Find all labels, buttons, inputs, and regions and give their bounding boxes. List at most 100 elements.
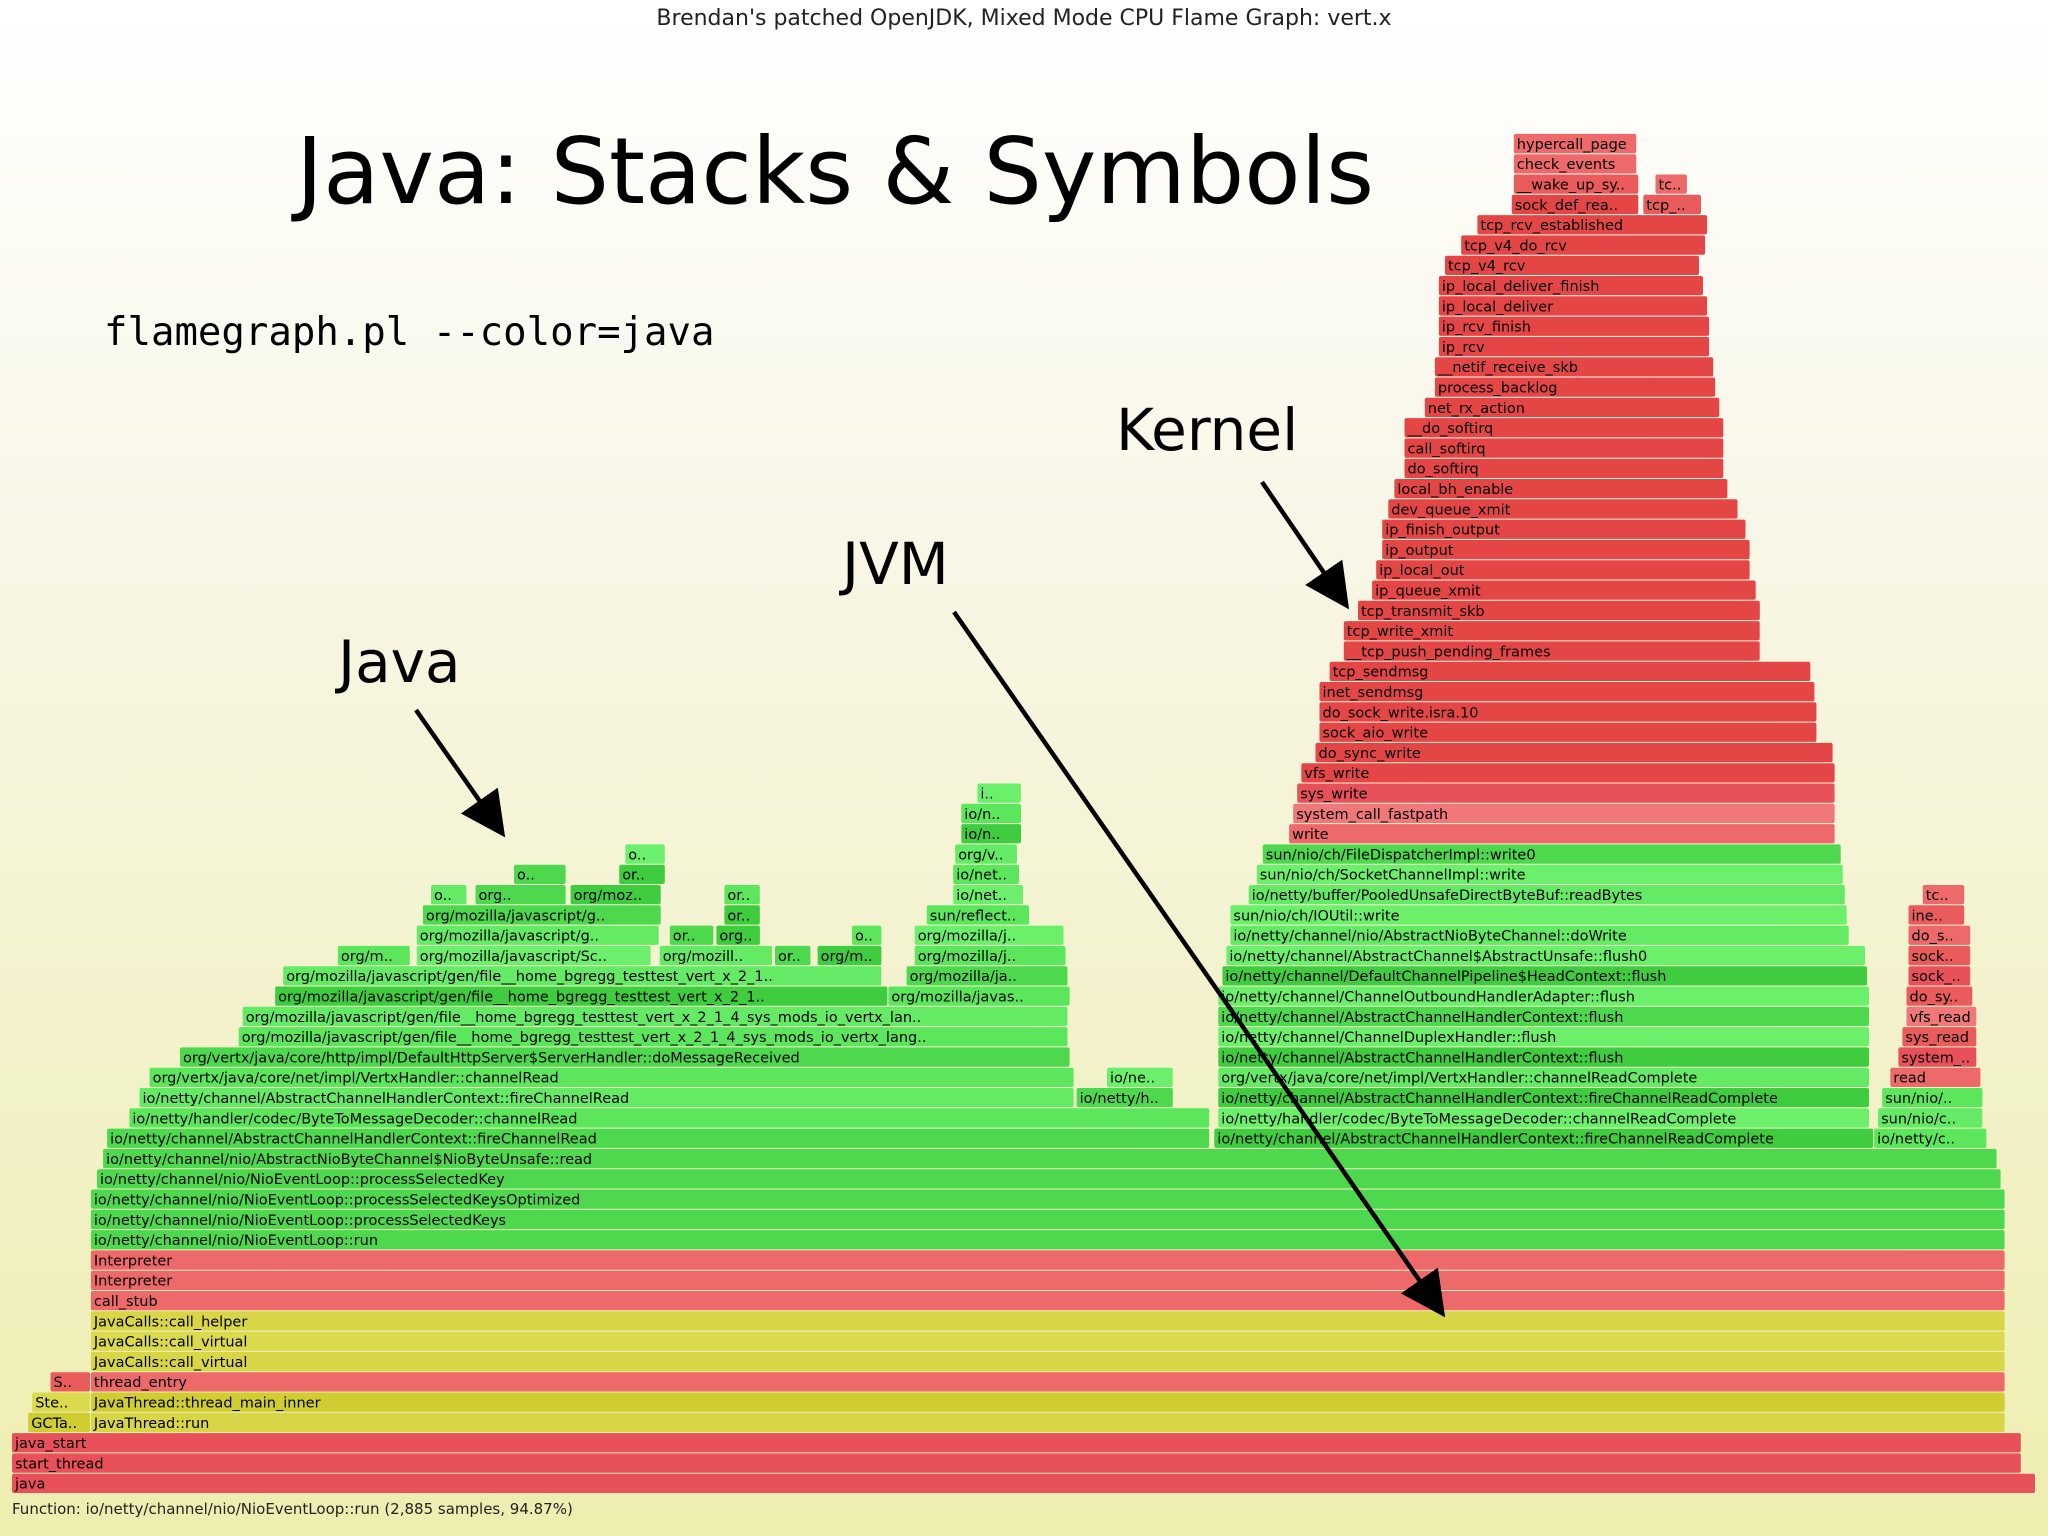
flame-frame-bar[interactable]: [90, 1311, 2005, 1331]
flame-frame-bar[interactable]: [1438, 296, 1708, 316]
flame-frame[interactable]: do_sy..: [1906, 986, 1973, 1006]
flame-frame-bar[interactable]: [12, 1453, 2021, 1473]
flame-frame-bar[interactable]: [1301, 763, 1835, 783]
flame-frame-bar[interactable]: [1643, 194, 1701, 215]
flame-frame[interactable]: tc..: [1922, 885, 1965, 905]
flame-frame[interactable]: ip_local_deliver_finish: [1438, 276, 1703, 296]
flame-frame[interactable]: vfs_write: [1301, 763, 1835, 783]
flame-frame-bar[interactable]: [1908, 945, 1971, 966]
flame-frame-bar[interactable]: [139, 1088, 1074, 1108]
flame-frame[interactable]: call_softirq: [1404, 438, 1724, 458]
flame-frame-bar[interactable]: [852, 925, 882, 945]
flame-frame[interactable]: org/mozill..: [659, 945, 772, 966]
flame-frame-bar[interactable]: [977, 783, 1021, 803]
flame-frame[interactable]: io/netty/channel/AbstractChannelHandlerC…: [107, 1128, 1210, 1148]
flame-frame-bar[interactable]: [659, 945, 772, 966]
flame-frame-bar[interactable]: [1376, 560, 1750, 580]
flame-frame-bar[interactable]: [961, 803, 1021, 824]
flame-frame-bar[interactable]: [1898, 1047, 1977, 1067]
flame-frame[interactable]: tc..: [1655, 174, 1687, 194]
flame-frame[interactable]: org/v..: [955, 844, 1017, 864]
flame-frame[interactable]: sun/reflect..: [926, 905, 1029, 925]
flame-frame[interactable]: io/netty/channel/AbstractChannelHandlerC…: [1218, 1088, 1869, 1108]
flame-frame-bar[interactable]: [1908, 966, 1971, 986]
flame-frame[interactable]: io/netty/handler/codec/ByteToMessageDeco…: [1218, 1108, 1869, 1128]
flame-frame-bar[interactable]: [1262, 844, 1841, 864]
flame-frame[interactable]: o..: [625, 844, 665, 864]
flame-frame[interactable]: ip_finish_output: [1382, 519, 1746, 539]
flame-frame-bar[interactable]: [1511, 194, 1639, 215]
flame-frame-bar[interactable]: [103, 1148, 1997, 1169]
flame-frame[interactable]: JavaCalls::call_virtual: [90, 1331, 2005, 1351]
flame-frame-bar[interactable]: [1461, 235, 1706, 255]
flame-frame-bar[interactable]: [1394, 479, 1728, 499]
flame-frame[interactable]: dev_queue_xmit: [1388, 499, 1738, 519]
flame-frame[interactable]: tcp_v4_rcv: [1445, 255, 1699, 275]
flame-frame[interactable]: sock_aio_write: [1319, 722, 1817, 742]
flame-frame-bar[interactable]: [1218, 1027, 1869, 1047]
flame-frame-bar[interactable]: [28, 1412, 90, 1433]
flame-frame[interactable]: check_events: [1513, 154, 1637, 174]
flame-frame-bar[interactable]: [416, 945, 651, 966]
flame-frame-bar[interactable]: [1908, 925, 1971, 945]
flame-frame-bar[interactable]: [50, 1372, 91, 1392]
flame-frame[interactable]: __netif_receive_skb: [1434, 357, 1714, 377]
flame-frame[interactable]: io/n..: [961, 824, 1021, 844]
flame-frame[interactable]: read: [1890, 1067, 1981, 1087]
flame-frame-bar[interactable]: [1404, 418, 1724, 438]
flame-frame[interactable]: io/netty/channel/nio/AbstractNioByteChan…: [103, 1148, 1997, 1169]
flame-frame[interactable]: java_start: [12, 1433, 2021, 1453]
flame-frame[interactable]: ip_local_deliver: [1438, 296, 1708, 316]
flame-frame-bar[interactable]: [1655, 174, 1687, 194]
flame-frame-bar[interactable]: [97, 1169, 2001, 1189]
flame-frame-bar[interactable]: [1248, 885, 1845, 905]
flame-frame-bar[interactable]: [1906, 986, 1973, 1006]
flame-frame[interactable]: io/netty/h..: [1076, 1088, 1173, 1108]
flame-frame-bar[interactable]: [961, 824, 1021, 844]
flame-frame-bar[interactable]: [242, 1006, 1068, 1027]
flame-frame[interactable]: S..: [50, 1372, 91, 1392]
flame-frame[interactable]: do_sync_write: [1315, 742, 1833, 763]
flame-frame[interactable]: Interpreter: [90, 1250, 2005, 1270]
flame-frame[interactable]: GCTa..: [28, 1412, 90, 1433]
flame-frame-bar[interactable]: [337, 945, 410, 966]
flame-frame[interactable]: Interpreter: [90, 1270, 2005, 1290]
flame-frame-bar[interactable]: [90, 1412, 2005, 1433]
flame-frame[interactable]: Ste..: [32, 1392, 90, 1412]
flame-frame-bar[interactable]: [12, 1433, 2021, 1453]
flame-frame[interactable]: JavaCalls::call_helper: [90, 1311, 2005, 1331]
flame-frame-bar[interactable]: [90, 1270, 2005, 1290]
flame-frame[interactable]: org/mozilla/javascript/gen/file__home_bg…: [283, 966, 882, 986]
flame-frame[interactable]: or..: [669, 925, 714, 945]
flame-frame[interactable]: org/mozilla/javascript/gen/file__home_bg…: [242, 1006, 1068, 1027]
flame-frame-bar[interactable]: [625, 844, 665, 864]
flame-frame-bar[interactable]: [1513, 133, 1637, 154]
flame-frame-bar[interactable]: [1908, 905, 1965, 925]
flame-frame-bar[interactable]: [514, 864, 566, 884]
flame-frame[interactable]: io/n..: [961, 803, 1021, 824]
flame-frame-bar[interactable]: [1289, 824, 1835, 844]
flame-frame[interactable]: org..: [475, 885, 566, 905]
flame-frame[interactable]: io/netty/channel/AbstractChannelHandlerC…: [1218, 1047, 1869, 1067]
flame-frame[interactable]: org/mozilla/javascript/g..: [422, 905, 661, 925]
flame-frame[interactable]: write: [1289, 824, 1835, 844]
flame-frame-bar[interactable]: [1218, 1047, 1869, 1067]
flame-frame[interactable]: thread_entry: [90, 1372, 2005, 1392]
flame-frame-bar[interactable]: [149, 1067, 1074, 1087]
flame-frame[interactable]: inet_sendmsg: [1319, 682, 1815, 702]
flame-frame[interactable]: io/netty/channel/nio/NioEventLoop::run: [90, 1230, 2005, 1250]
flame-frame[interactable]: io/ne..: [1107, 1067, 1173, 1087]
flame-frame-bar[interactable]: [416, 925, 659, 945]
flame-frame-bar[interactable]: [1890, 1067, 1981, 1087]
flame-frame[interactable]: tcp_..: [1643, 194, 1701, 215]
flame-frame-bar[interactable]: [1218, 1088, 1869, 1108]
flame-frame-bar[interactable]: [724, 885, 760, 905]
flame-frame-bar[interactable]: [1874, 1128, 1987, 1148]
flame-frame-bar[interactable]: [1902, 1027, 1977, 1047]
flame-frame[interactable]: __tcp_push_pending_frames: [1343, 641, 1760, 661]
flame-frame-bar[interactable]: [1382, 539, 1750, 560]
flame-frame[interactable]: JavaCalls::call_virtual: [90, 1351, 2005, 1372]
flame-frame-bar[interactable]: [1329, 661, 1811, 681]
flame-frame[interactable]: process_backlog: [1434, 377, 1716, 397]
flame-frame-bar[interactable]: [1424, 397, 1720, 418]
